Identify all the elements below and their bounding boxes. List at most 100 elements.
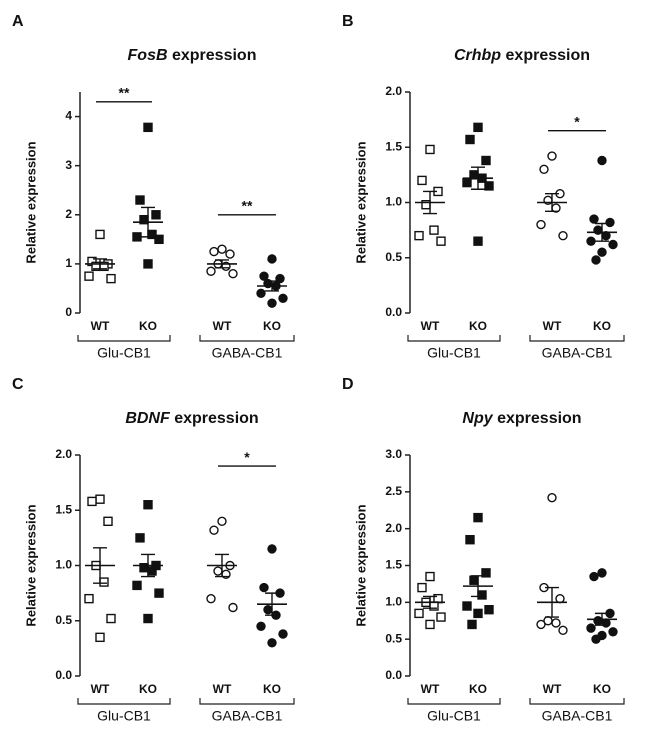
data-point [259, 582, 269, 593]
data-point [95, 229, 105, 240]
y-tick-label: 1.0 [55, 558, 72, 572]
data-point [465, 134, 475, 145]
data-point [608, 239, 618, 250]
data-point [589, 214, 599, 224]
group-label: GABA-CB1 [212, 345, 283, 361]
data-point [209, 246, 219, 257]
y-tick-label: 0.0 [385, 305, 402, 319]
y-tick-label: 0.5 [385, 631, 402, 645]
data-point [462, 601, 472, 611]
data-point [267, 254, 277, 264]
y-tick-label: 0.0 [385, 668, 402, 682]
x-tick-label: KO [263, 682, 281, 696]
data-point [462, 177, 472, 188]
title-gene: Crhbp [454, 47, 501, 64]
data-point [206, 593, 216, 604]
title-rest: expression [506, 47, 590, 64]
data-point [436, 612, 446, 622]
y-tick-label: 2.0 [385, 521, 402, 535]
data-point [206, 266, 216, 276]
data-point [593, 616, 603, 626]
panel: B Crhbp expression Relative expression 0.0 0… [342, 13, 625, 361]
sem-bar [141, 553, 155, 578]
sem-bar [93, 258, 107, 270]
y-tick-label: 0.0 [55, 668, 72, 682]
data-point [132, 232, 142, 242]
x-tick-label: KO [593, 319, 611, 333]
data-point [143, 122, 153, 133]
data-point [429, 225, 439, 235]
x-tick-label: KO [263, 319, 281, 333]
panel-letter: B [342, 13, 354, 30]
data-point [87, 496, 97, 507]
y-tick-label: 1.5 [385, 558, 402, 572]
x-tick-label: WT [213, 319, 232, 333]
y-tick-label: 1.5 [55, 502, 72, 516]
data-point [414, 608, 424, 619]
data-point [586, 623, 596, 633]
x-tick-label: KO [469, 319, 487, 333]
group-bracket [199, 698, 295, 705]
data-point [473, 512, 483, 523]
data-point [106, 273, 116, 284]
group-label: GABA-CB1 [212, 708, 283, 724]
data-point [465, 535, 475, 545]
data-point [558, 625, 568, 636]
sem-bar [423, 190, 437, 215]
data-point [217, 244, 227, 254]
data-point [256, 288, 266, 299]
data-point [589, 571, 599, 582]
data-point [417, 582, 427, 593]
panel: D Npy expression Relative expression 0.0 0.5… [342, 376, 625, 724]
y-tick-label: 0.5 [385, 250, 402, 264]
data-point [425, 571, 435, 582]
y-axis-label: Relative expression [23, 504, 38, 626]
x-tick-label: WT [421, 682, 440, 696]
group-label: Glu-CB1 [97, 345, 151, 361]
y-tick-label: 1 [65, 256, 72, 270]
significance-label: * [574, 113, 580, 129]
data-point [267, 544, 277, 554]
group-bracket [77, 698, 171, 705]
title-gene: BDNF [125, 410, 171, 427]
data-point [143, 500, 153, 510]
group-label: GABA-CB1 [542, 708, 613, 724]
sem-bar [595, 612, 609, 626]
panel-letter: C [12, 376, 24, 393]
data-point [84, 271, 94, 281]
data-point [225, 249, 235, 259]
x-tick-label: WT [91, 682, 110, 696]
sem-bar [215, 259, 229, 269]
data-point [436, 236, 446, 246]
y-tick-label: 2.0 [385, 84, 402, 98]
x-tick-label: WT [543, 682, 562, 696]
panel-letter: D [342, 376, 354, 393]
x-tick-label: WT [213, 682, 232, 696]
data-point [597, 247, 607, 257]
y-tick-label: 2.5 [385, 484, 402, 498]
data-point [132, 580, 142, 591]
title-rest: expression [172, 47, 256, 64]
data-point [95, 632, 105, 643]
y-tick-label: 0.5 [55, 613, 72, 627]
group-label: Glu-CB1 [427, 708, 481, 724]
data-point [106, 613, 116, 624]
chart-title: BDNF expression [125, 410, 258, 427]
sem-bar [265, 280, 279, 292]
title-gene: Npy [462, 410, 493, 427]
sem-bar [141, 206, 155, 238]
data-point [586, 236, 596, 246]
sem-bar [545, 586, 559, 618]
group-label: GABA-CB1 [542, 345, 613, 361]
y-tick-label: 2.0 [55, 447, 72, 461]
data-point [135, 533, 145, 543]
data-point [154, 234, 164, 245]
title-gene: FosB [128, 47, 168, 64]
data-point [417, 175, 427, 186]
group-label: Glu-CB1 [427, 345, 481, 361]
data-point [99, 577, 109, 587]
sem-bar [423, 595, 437, 609]
data-point [263, 604, 273, 615]
chart-title: Crhbp expression [454, 47, 590, 64]
x-tick-label: KO [469, 682, 487, 696]
